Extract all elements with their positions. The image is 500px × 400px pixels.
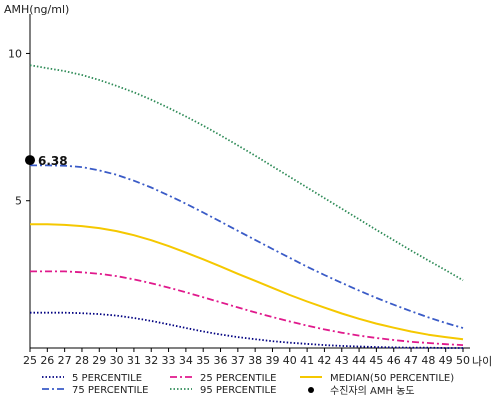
x-tick-label: 37 bbox=[231, 354, 245, 367]
x-tick-label: 45 bbox=[369, 354, 383, 367]
x-tick-label: 47 bbox=[404, 354, 418, 367]
x-tick-label: 43 bbox=[335, 354, 349, 367]
x-tick-label: 33 bbox=[162, 354, 176, 367]
x-tick-label: 25 bbox=[23, 354, 37, 367]
x-tick-label: 49 bbox=[439, 354, 453, 367]
series-layer bbox=[29, 64, 464, 349]
legend-marker-swatch bbox=[308, 387, 314, 393]
x-tick-label: 39 bbox=[265, 354, 279, 367]
x-tick-label: 50 bbox=[456, 354, 470, 367]
x-tick-label: 35 bbox=[196, 354, 210, 367]
legend: 5 PERCENTILE 25 PERCENTILE MEDIAN(50 PERCE… bbox=[42, 373, 454, 397]
x-tick-label: 30 bbox=[110, 354, 124, 367]
x-tick-label: 28 bbox=[75, 354, 89, 367]
marker-layer: 6.38 bbox=[25, 154, 68, 168]
x-tick-label: 40 bbox=[283, 354, 297, 367]
y-tick-label: 10 bbox=[8, 47, 22, 60]
x-tick-label: 27 bbox=[58, 354, 72, 367]
x-tick-label: 48 bbox=[421, 354, 435, 367]
x-tick-label: 34 bbox=[179, 354, 193, 367]
series-line-3 bbox=[30, 164, 464, 329]
y-tick-label: 5 bbox=[15, 195, 22, 208]
x-tick-label: 46 bbox=[387, 354, 401, 367]
series-line-2 bbox=[30, 223, 464, 341]
series-line-4 bbox=[29, 64, 464, 282]
legend-marker-label: 수진자의 AMH 농도 bbox=[330, 385, 415, 397]
series-line-0 bbox=[30, 311, 463, 349]
x-tick-label: 31 bbox=[127, 354, 141, 367]
x-tick-label: 26 bbox=[40, 354, 54, 367]
x-axis-title: 나이 bbox=[472, 355, 492, 368]
x-tick-label: 29 bbox=[92, 354, 106, 367]
amh-marker-label: 6.38 bbox=[38, 154, 68, 168]
x-tick-label: 44 bbox=[352, 354, 366, 367]
x-tick-label: 32 bbox=[144, 354, 158, 367]
x-tick-label: 36 bbox=[214, 354, 228, 367]
y-axis-title: AMH(ng/ml) bbox=[4, 3, 69, 16]
x-tick-label: 41 bbox=[300, 354, 314, 367]
x-tick-label: 38 bbox=[248, 354, 262, 367]
series-line-1 bbox=[30, 270, 464, 346]
legend-label-2: MEDIAN(50 PERCENTILE) bbox=[330, 373, 454, 384]
legend-label-4: 95 PERCENTILE bbox=[200, 385, 276, 396]
legend-label-1: 25 PERCENTILE bbox=[200, 373, 276, 384]
legend-label-0: 5 PERCENTILE bbox=[72, 373, 142, 384]
x-tick-label: 42 bbox=[317, 354, 331, 367]
amh-marker-point bbox=[25, 155, 35, 166]
legend-label-3: 75 PERCENTILE bbox=[72, 385, 148, 396]
